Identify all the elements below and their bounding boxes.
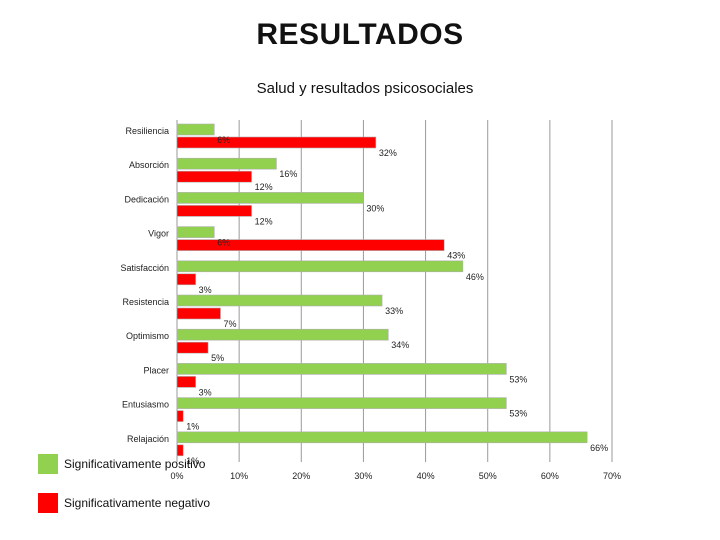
- category-label: Dedicación: [124, 194, 169, 204]
- data-label-positive: 16%: [279, 169, 297, 179]
- bar-negative: [176, 273, 196, 286]
- category-label: Absorción: [129, 160, 169, 170]
- bar-positive: [176, 226, 215, 238]
- x-tick-label: 70%: [603, 471, 621, 481]
- bar-negative: [176, 410, 184, 422]
- category-label: Optimismo: [126, 331, 169, 341]
- x-tick-label: 60%: [541, 471, 559, 481]
- data-label-positive: 34%: [391, 340, 409, 350]
- category-label: Satisfacción: [120, 263, 169, 273]
- bar-positive: [176, 192, 364, 204]
- bar-positive: [176, 397, 507, 409]
- legend-swatch-negative: [38, 493, 58, 513]
- bar-negative: [176, 136, 377, 149]
- category-label: Resiliencia: [125, 126, 169, 136]
- data-label-negative: 43%: [447, 251, 465, 261]
- data-label-positive: 6%: [217, 238, 230, 248]
- data-label-positive: 30%: [366, 203, 384, 213]
- x-tick-label: 10%: [230, 471, 248, 481]
- data-label-positive: 66%: [590, 443, 608, 453]
- x-tick-label: 0%: [170, 471, 183, 481]
- legend-swatch-positive: [38, 454, 58, 474]
- bar-negative: [176, 170, 252, 183]
- bar-positive: [176, 294, 383, 307]
- page-title: RESULTADOS: [256, 18, 464, 51]
- chart-bars: [176, 123, 588, 457]
- bar-negative: [176, 205, 252, 217]
- chart-labels: 0% 10% 20% 30% 40% 50% 60% 70% Resiliencia 6% 32% A…: [120, 126, 621, 481]
- data-label-negative: 1%: [186, 456, 199, 466]
- x-tick-label: 50%: [479, 471, 497, 481]
- bar-positive: [176, 431, 588, 444]
- data-label-positive: 46%: [466, 272, 484, 282]
- data-label-negative: 12%: [255, 182, 273, 192]
- bar-negative: [176, 341, 209, 354]
- data-label-positive: 53%: [509, 374, 527, 384]
- data-label-positive: 6%: [217, 135, 230, 145]
- x-tick-label: 20%: [292, 471, 310, 481]
- category-label: Vigor: [148, 229, 169, 239]
- data-label-negative: 1%: [186, 422, 199, 432]
- x-tick-label: 40%: [417, 471, 435, 481]
- data-label-negative: 3%: [199, 387, 212, 397]
- bar-negative: [176, 444, 184, 457]
- x-tick-label: 30%: [354, 471, 372, 481]
- data-label-negative: 7%: [224, 319, 237, 329]
- category-label: Placer: [143, 365, 169, 375]
- legend-label-positive: Significativamente positivo: [64, 457, 206, 471]
- data-label-negative: 5%: [211, 353, 224, 363]
- bar-negative: [176, 239, 445, 251]
- data-label-positive: 33%: [385, 306, 403, 316]
- bar-positive: [176, 157, 277, 170]
- data-label-negative: 32%: [379, 148, 397, 158]
- bar-negative: [176, 307, 221, 320]
- category-label: Resistencia: [122, 297, 169, 307]
- data-label-positive: 53%: [509, 409, 527, 419]
- bar-negative: [176, 376, 196, 388]
- legend-item-negative: Significativamente negativo: [38, 493, 210, 513]
- bar-positive: [176, 328, 389, 341]
- data-label-negative: 12%: [255, 216, 273, 226]
- legend-label-negative: Significativamente negativo: [64, 496, 211, 510]
- chart-title: Salud y resultados psicosociales: [257, 80, 474, 97]
- legend-item-positive: Significativamente positivo: [38, 454, 205, 474]
- bar-positive: [176, 123, 215, 136]
- bar-positive: [176, 260, 464, 273]
- category-label: Entusiasmo: [122, 400, 169, 410]
- category-label: Relajación: [127, 434, 169, 444]
- data-label-negative: 3%: [199, 285, 212, 295]
- bar-positive: [176, 363, 507, 375]
